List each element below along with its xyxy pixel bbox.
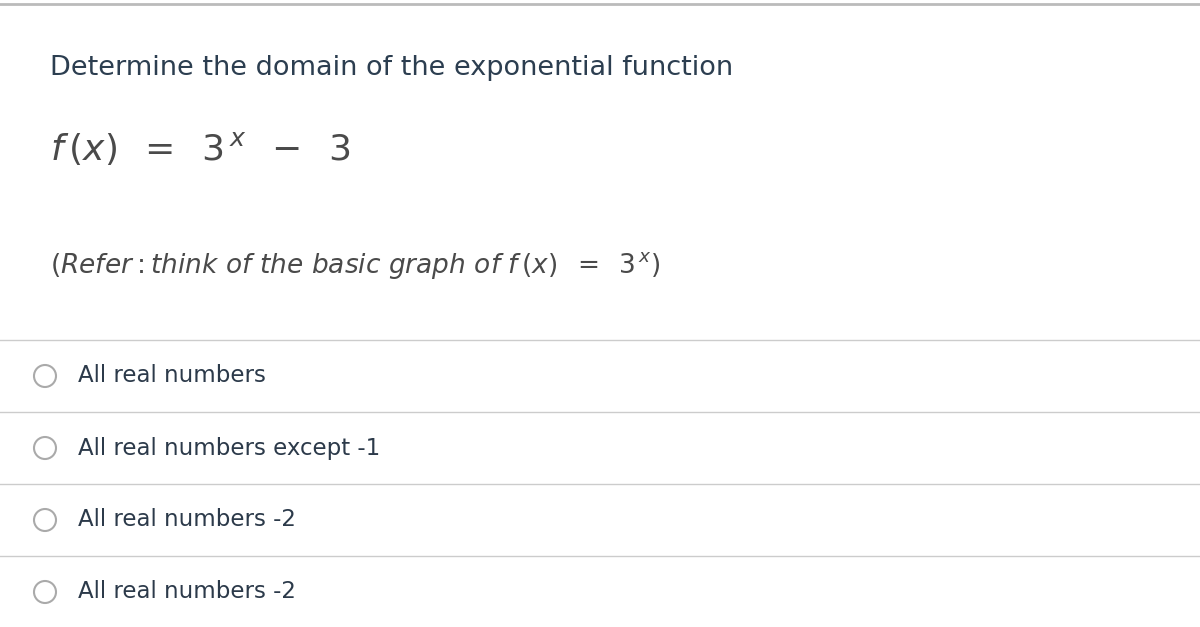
Text: All real numbers: All real numbers [78, 364, 266, 387]
Text: Determine the domain of the exponential function: Determine the domain of the exponential … [50, 55, 733, 81]
Text: All real numbers -2: All real numbers -2 [78, 508, 296, 532]
Text: $\it{f}\,\mathrm{(}x\mathrm{)}\;\;=\;\;3^{\,x}\;\;-\;\;3$: $\it{f}\,\mathrm{(}x\mathrm{)}\;\;=\;\;3… [50, 130, 350, 167]
Text: All real numbers except -1: All real numbers except -1 [78, 436, 380, 460]
Text: $\it{(Refer: think\ of\ the\ basic\ graph\ of\ }\it{f}\,\it{(x)}\;\;=\;\;3^{\,x}: $\it{(Refer: think\ of\ the\ basic\ grap… [50, 250, 660, 281]
Text: All real numbers -2: All real numbers -2 [78, 581, 296, 604]
